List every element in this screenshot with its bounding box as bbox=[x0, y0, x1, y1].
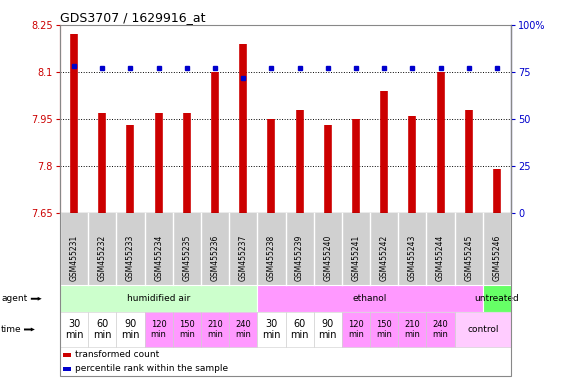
Text: 210
min: 210 min bbox=[207, 320, 223, 339]
Text: GSM455237: GSM455237 bbox=[239, 234, 248, 281]
Text: 150
min: 150 min bbox=[179, 320, 195, 339]
Text: GSM455244: GSM455244 bbox=[436, 234, 445, 281]
Text: 30
min: 30 min bbox=[262, 319, 281, 340]
Text: GSM455233: GSM455233 bbox=[126, 234, 135, 281]
Text: time: time bbox=[1, 325, 22, 334]
Text: 120
min: 120 min bbox=[151, 320, 167, 339]
Text: GSM455238: GSM455238 bbox=[267, 235, 276, 281]
Text: GSM455231: GSM455231 bbox=[70, 235, 79, 281]
Text: GSM455242: GSM455242 bbox=[380, 235, 389, 281]
Text: humidified air: humidified air bbox=[127, 294, 190, 303]
Text: GSM455240: GSM455240 bbox=[323, 234, 332, 281]
Text: 60
min: 60 min bbox=[93, 319, 111, 340]
Text: 120
min: 120 min bbox=[348, 320, 364, 339]
Text: GSM455245: GSM455245 bbox=[464, 234, 473, 281]
Text: untreated: untreated bbox=[475, 294, 519, 303]
Text: 240
min: 240 min bbox=[235, 320, 251, 339]
Text: GSM455246: GSM455246 bbox=[492, 234, 501, 281]
Text: GSM455241: GSM455241 bbox=[352, 235, 360, 281]
Text: 90
min: 90 min bbox=[319, 319, 337, 340]
Text: transformed count: transformed count bbox=[75, 351, 160, 359]
Text: 240
min: 240 min bbox=[433, 320, 448, 339]
Text: percentile rank within the sample: percentile rank within the sample bbox=[75, 364, 228, 373]
Text: GSM455235: GSM455235 bbox=[182, 234, 191, 281]
Text: GDS3707 / 1629916_at: GDS3707 / 1629916_at bbox=[60, 11, 206, 24]
Text: 210
min: 210 min bbox=[404, 320, 420, 339]
Text: agent: agent bbox=[1, 294, 27, 303]
Text: 150
min: 150 min bbox=[376, 320, 392, 339]
Text: GSM455239: GSM455239 bbox=[295, 234, 304, 281]
Text: 90
min: 90 min bbox=[121, 319, 140, 340]
Text: 60
min: 60 min bbox=[290, 319, 309, 340]
Text: GSM455232: GSM455232 bbox=[98, 235, 107, 281]
Text: GSM455236: GSM455236 bbox=[211, 234, 219, 281]
Text: GSM455234: GSM455234 bbox=[154, 234, 163, 281]
Text: ethanol: ethanol bbox=[353, 294, 387, 303]
Text: GSM455243: GSM455243 bbox=[408, 234, 417, 281]
Text: control: control bbox=[467, 325, 498, 334]
Text: 30
min: 30 min bbox=[65, 319, 83, 340]
